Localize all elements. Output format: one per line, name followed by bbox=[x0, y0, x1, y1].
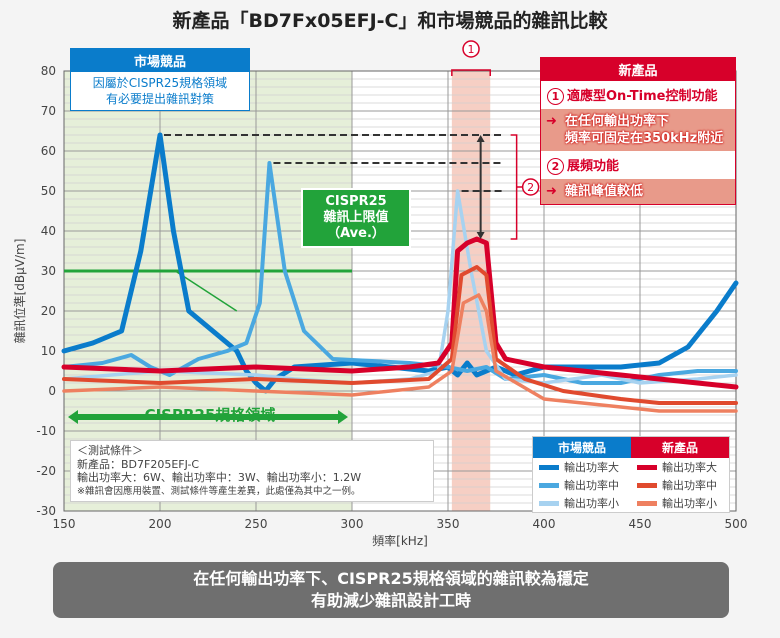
competitor-callout-header: 市場競品 bbox=[71, 49, 249, 72]
y-tick-label: 30 bbox=[41, 264, 56, 278]
legend-label: 輸出功率小 bbox=[662, 497, 717, 510]
y-tick-label: -10 bbox=[36, 424, 56, 438]
legend-swatch bbox=[539, 482, 559, 488]
y-tick-label: 70 bbox=[41, 104, 56, 118]
cispr-region-arrow bbox=[68, 410, 348, 424]
y-tick-label: 50 bbox=[41, 184, 56, 198]
legend-item: 輸出功率中 bbox=[533, 476, 631, 494]
y-tick-label: 0 bbox=[48, 384, 56, 398]
cispr-limit-callout: CISPR25 雜訊上限值 （Ave.） bbox=[301, 188, 411, 248]
marker-2: 2 bbox=[527, 181, 534, 194]
condition-line: 新產品：BD7F205EFJ-C bbox=[77, 457, 200, 471]
legend-label: 輸出功率中 bbox=[564, 479, 619, 492]
cispr-region-shade bbox=[64, 71, 352, 511]
feature-2: 展頻功能 bbox=[567, 159, 620, 174]
legend-swatch bbox=[637, 500, 657, 506]
cispr-line: （Ave.） bbox=[327, 226, 385, 241]
x-tick-label: 250 bbox=[245, 517, 268, 531]
y-tick-label: 40 bbox=[41, 224, 56, 238]
y-axis-label: 雜訊位準[dBμV/m] bbox=[12, 239, 27, 344]
bracket-1 bbox=[451, 69, 491, 76]
banner-line: 有助減少雜訊設計工時 bbox=[310, 591, 471, 610]
series-line bbox=[62, 293, 738, 413]
number-badge: 2 bbox=[547, 158, 564, 175]
series-line bbox=[61, 236, 739, 390]
condition-line: 輸出功率大：6W、輸出功率中：3W、輸出功率小：1.2W bbox=[77, 471, 362, 484]
competitor-callout-line: 因屬於CISPR25規格領域 bbox=[92, 76, 228, 90]
x-tick-label: 400 bbox=[533, 517, 556, 531]
series-line bbox=[62, 265, 738, 405]
feature-1: 適應型On-Time控制功能 bbox=[567, 89, 718, 104]
legend: 市場競品 輸出功率大 輸出功率中 輸出功率小 新產品 輸出功率大 輸出功率中 輸… bbox=[532, 436, 730, 513]
point-text: 在任何輸出功率下 bbox=[565, 114, 670, 129]
x-tick-label: 300 bbox=[341, 517, 364, 531]
series-line bbox=[62, 189, 738, 385]
point-text: 頻率可固定在350kHz附近 bbox=[565, 131, 724, 146]
cispr-line: 雜訊上限值 bbox=[323, 210, 389, 225]
legend-swatch bbox=[539, 464, 559, 470]
y-tick-label: 10 bbox=[41, 344, 56, 358]
legend-label: 輸出功率大 bbox=[564, 461, 619, 474]
legend-item: 輸出功率中 bbox=[631, 476, 729, 494]
legend-label: 輸出功率中 bbox=[662, 479, 717, 492]
cispr-pointer bbox=[174, 270, 238, 312]
y-tick-label: -30 bbox=[36, 504, 56, 518]
series-line bbox=[61, 132, 739, 394]
x-axis-label: 頻率[kHz] bbox=[372, 533, 428, 548]
plot-frame bbox=[63, 70, 737, 512]
x-tick-label: 150 bbox=[53, 517, 76, 531]
legend-header-new: 新產品 bbox=[631, 437, 729, 458]
legend-label: 輸出功率小 bbox=[564, 497, 619, 510]
marker-1-circle bbox=[462, 40, 480, 58]
cispr-region-label: CISPR25規格領域 bbox=[144, 406, 276, 424]
x-tick-label: 500 bbox=[725, 517, 748, 531]
number-badge: 1 bbox=[547, 88, 564, 105]
competitor-callout-line: 有必要提出雜訊對策 bbox=[105, 92, 214, 106]
banner-line: 在任何輸出功率下、CISPR25規格領域的雜訊較為穩定 bbox=[193, 569, 589, 588]
x-tick-label: 450 bbox=[629, 517, 652, 531]
new-product-header: 新產品 bbox=[541, 58, 735, 81]
y-tick-label: 60 bbox=[41, 144, 56, 158]
legend-header-competitor: 市場競品 bbox=[533, 437, 631, 458]
legend-item: 輸出功率小 bbox=[631, 494, 729, 512]
legend-swatch bbox=[539, 500, 559, 506]
legend-swatch bbox=[637, 464, 657, 470]
marker-1: 1 bbox=[468, 43, 475, 56]
cispr-line: CISPR25 bbox=[325, 194, 387, 209]
feature-2-point: 雜訊峰值較低 bbox=[541, 179, 735, 204]
condition-note: ※雜訊會因應用裝置、測試條件等產生差異，此處僅為其中之一例。 bbox=[77, 485, 361, 497]
y-tick-label: 80 bbox=[41, 64, 56, 78]
legend-swatch bbox=[637, 482, 657, 488]
y-tick-label: -20 bbox=[36, 464, 56, 478]
legend-label: 輸出功率大 bbox=[662, 461, 717, 474]
test-conditions: ＜測試條件＞ 新產品：BD7F205EFJ-C 輸出功率大：6W、輸出功率中：3… bbox=[70, 440, 434, 502]
x-tick-label: 200 bbox=[149, 517, 172, 531]
x-tick-label: 350 bbox=[437, 517, 460, 531]
chart-title: 新產品「BD7Fx05EFJ-C」和市場競品的雜訊比較 bbox=[172, 10, 608, 32]
condition-line: ＜測試條件＞ bbox=[77, 444, 143, 457]
y-tick-label: 20 bbox=[41, 304, 56, 318]
legend-item: 輸出功率大 bbox=[533, 458, 631, 476]
conclusion-banner: 在任何輸出功率下、CISPR25規格領域的雜訊較為穩定 有助減少雜訊設計工時 bbox=[53, 562, 729, 618]
marker-2-circle bbox=[521, 178, 540, 196]
competitor-callout: 市場競品 因屬於CISPR25規格領域 有必要提出雜訊對策 bbox=[70, 48, 250, 111]
series-line bbox=[62, 161, 738, 385]
legend-item: 輸出功率小 bbox=[533, 494, 631, 512]
legend-item: 輸出功率大 bbox=[631, 458, 729, 476]
